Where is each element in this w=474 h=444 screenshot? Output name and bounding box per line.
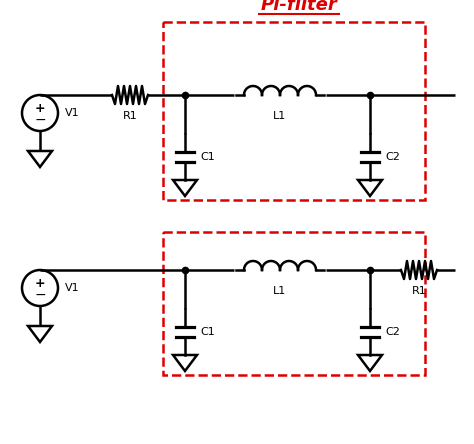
Text: L1: L1 (273, 286, 287, 296)
Text: −: − (34, 288, 46, 302)
Text: C1: C1 (200, 327, 215, 337)
Text: C1: C1 (200, 152, 215, 162)
Text: −: − (34, 113, 46, 127)
Text: +: + (35, 277, 46, 289)
Bar (163, 232, 425, 375)
Text: +: + (35, 102, 46, 115)
Text: R1: R1 (123, 111, 137, 121)
Text: C2: C2 (385, 152, 400, 162)
Bar (163, 22, 425, 200)
Text: L1: L1 (273, 111, 287, 121)
Text: V1: V1 (65, 108, 80, 118)
Text: V1: V1 (65, 283, 80, 293)
Text: R1: R1 (411, 286, 427, 296)
Text: C2: C2 (385, 327, 400, 337)
Text: Pi-filter: Pi-filter (261, 0, 337, 14)
